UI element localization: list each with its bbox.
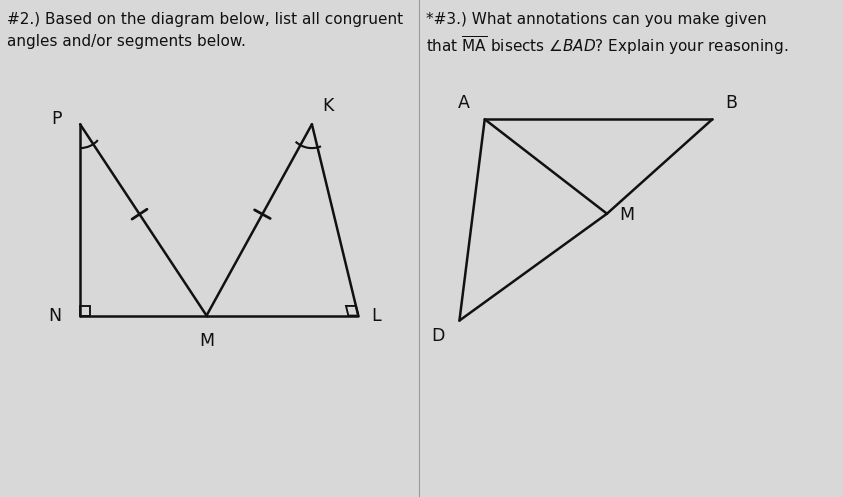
Text: B: B xyxy=(725,94,737,112)
Text: #2.) Based on the diagram below, list all congruent: #2.) Based on the diagram below, list al… xyxy=(7,12,403,27)
Text: N: N xyxy=(48,307,62,325)
Text: L: L xyxy=(371,307,380,325)
Text: M: M xyxy=(199,332,214,350)
Text: M: M xyxy=(620,206,635,224)
Text: D: D xyxy=(431,327,444,345)
Text: that $\overline{\mathrm{MA}}$ bisects $\angle BAD$? Explain your reasoning.: that $\overline{\mathrm{MA}}$ bisects $\… xyxy=(426,34,788,57)
Text: K: K xyxy=(322,97,333,115)
Text: P: P xyxy=(51,110,62,128)
Text: angles and/or segments below.: angles and/or segments below. xyxy=(7,34,245,49)
Text: *#3.) What annotations can you make given: *#3.) What annotations can you make give… xyxy=(426,12,766,27)
Text: A: A xyxy=(458,94,470,112)
